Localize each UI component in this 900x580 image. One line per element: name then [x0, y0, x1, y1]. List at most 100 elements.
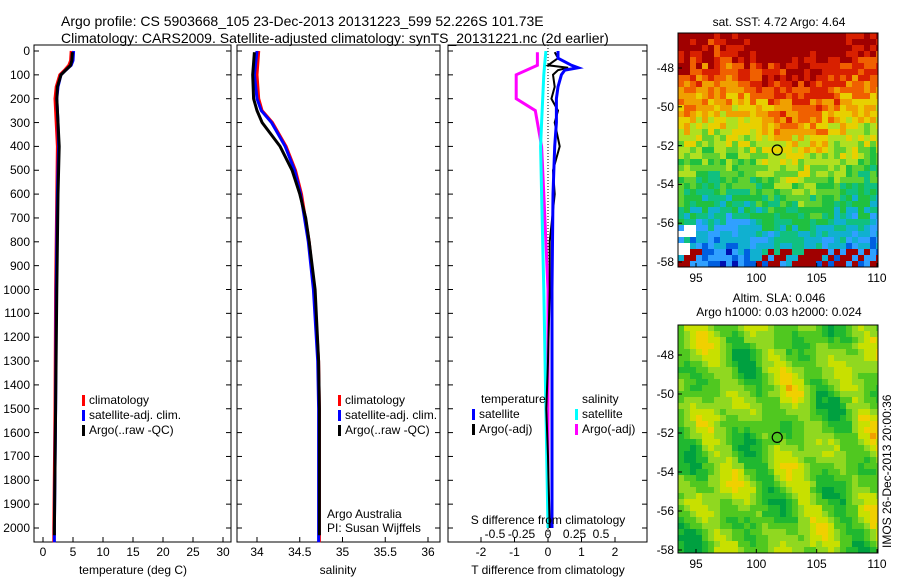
x-tick-label: 10 — [96, 545, 110, 559]
x-tick-label: 20 — [156, 545, 170, 559]
sal-line-2 — [251, 52, 321, 536]
sal-legend-item: satellite-adj. clim. — [345, 408, 438, 422]
y-tick-label: 800 — [9, 234, 30, 249]
argo-position-marker — [771, 431, 783, 444]
y-tick-label: 400 — [9, 139, 30, 154]
x-tick-label: 34.5 — [288, 545, 312, 559]
salinity-panel — [236, 44, 441, 543]
lat-tick-label: -48 — [656, 348, 674, 362]
argo-australia-label: Argo Australia — [327, 507, 402, 521]
s-diff-tick-label: 0.25 — [562, 527, 587, 541]
s-diff-tick-label: 0 — [544, 527, 552, 541]
sal-legend-item: climatology — [345, 393, 406, 407]
temperature-panel — [33, 44, 232, 543]
legend-swatch — [472, 409, 475, 420]
x-tick-label: 34 — [250, 545, 264, 559]
x-tick-label: 30 — [216, 545, 230, 559]
lat-tick-label: -58 — [656, 255, 674, 269]
temp-legend-item: climatology — [89, 393, 150, 407]
y-tick-label: 700 — [9, 210, 30, 225]
x-tick-label: 35.5 — [373, 545, 397, 559]
legend-swatch — [82, 395, 85, 406]
sst-map-title: sat. SST: 4.72 Argo: 4.64 — [712, 15, 846, 29]
lat-tick-label: -54 — [656, 177, 674, 192]
x-tick-label: -1 — [509, 545, 520, 559]
s-diff-tick-label: -0.5 — [484, 527, 506, 541]
temperature-axis-label: temperature (deg C) — [78, 563, 188, 577]
y-tick-label: 1700 — [3, 449, 30, 464]
y-tick-label: 100 — [9, 67, 30, 82]
tdiff-legend-item: Argo(-adj) — [479, 422, 533, 436]
sal-legend-title: salinity — [582, 392, 619, 406]
legend-swatch — [575, 424, 578, 435]
salinity-axis-label: salinity — [319, 563, 357, 577]
lat-tick-label: -52 — [656, 426, 674, 440]
x-tick-label: 2 — [611, 545, 619, 559]
y-tick-label: 1000 — [3, 282, 30, 297]
legend-swatch — [472, 424, 475, 435]
sdiff-legend-item: Argo(-adj) — [582, 422, 636, 436]
x-tick-label: 0 — [544, 545, 552, 559]
t-argo-diff-line — [545, 51, 569, 529]
lon-tick-label: 100 — [746, 557, 767, 571]
lat-tick-label: -54 — [656, 465, 674, 479]
lon-tick-label: 95 — [689, 557, 703, 571]
title-line-1: Argo profile: CS 5903668_105 23-Dec-2013… — [61, 13, 544, 29]
lat-tick-label: -52 — [656, 138, 674, 153]
s-argo-diff-line — [514, 52, 550, 528]
argo-steric-title: Argo h1000: 0.03 h2000: 0.024 — [696, 305, 862, 319]
sdiff-legend-item: satellite — [582, 407, 623, 421]
sla-map-cells — [678, 325, 878, 553]
legend-swatch — [575, 409, 578, 420]
pi-label: PI: Susan Wijffels — [327, 521, 421, 535]
y-tick-label: 600 — [9, 187, 30, 202]
y-tick-label: 500 — [9, 163, 30, 178]
y-tick-label: 0 — [23, 44, 30, 58]
x-tick-label: 35 — [335, 545, 350, 559]
legend-swatch — [338, 425, 341, 436]
legend-swatch — [338, 395, 341, 406]
lon-tick-label: 110 — [867, 271, 887, 285]
x-tick-label: 1 — [578, 545, 585, 559]
lon-tick-label: 110 — [867, 557, 887, 571]
y-tick-label: 1200 — [3, 330, 30, 345]
t-sat-diff-line — [550, 51, 584, 528]
lon-tick-label: 100 — [746, 271, 767, 285]
sst-map-frame — [677, 32, 879, 268]
temp-legend-title: temperature — [481, 392, 546, 406]
argo-position-marker — [771, 144, 783, 156]
temp-line-2 — [52, 52, 74, 536]
s-diff-tick-label: -0.25 — [507, 527, 536, 541]
y-tick-label: 200 — [9, 91, 30, 106]
lon-tick-label: 105 — [806, 271, 827, 285]
lat-tick-label: -56 — [656, 216, 674, 231]
sla-title: Altim. SLA: 0.046 — [732, 291, 826, 305]
lat-tick-label: -50 — [656, 387, 674, 401]
y-tick-label: 1600 — [3, 425, 30, 440]
x-tick-label: -2 — [475, 545, 487, 559]
x-tick-label: 0 — [39, 545, 47, 559]
y-tick-label: 900 — [9, 258, 30, 273]
x-tick-label: 15 — [126, 545, 140, 559]
y-tick-label: 1900 — [3, 497, 30, 512]
lat-tick-label: -50 — [656, 99, 674, 114]
sal-legend-item: Argo(..raw -QC) — [345, 423, 430, 437]
lat-tick-label: -58 — [656, 543, 674, 557]
title-line-2: Climatology: CARS2009. Satellite-adjuste… — [61, 30, 609, 46]
tdiff-legend-item: satellite — [479, 407, 520, 421]
lon-tick-label: 105 — [806, 557, 827, 571]
sla-map-frame — [677, 324, 879, 554]
sal-line-0 — [255, 50, 321, 543]
y-tick-label: 1800 — [3, 473, 30, 488]
s-difference-axis-label: S difference from climatology — [470, 513, 626, 527]
temp-legend-item: satellite-adj. clim. — [89, 408, 182, 422]
y-tick-label: 1300 — [3, 354, 30, 369]
y-tick-label: 300 — [9, 115, 30, 130]
y-tick-label: 2000 — [3, 521, 30, 535]
y-tick-label: 1400 — [3, 377, 30, 392]
x-tick-label: 36 — [421, 545, 435, 559]
legend-swatch — [338, 410, 341, 421]
s-diff-tick-label: 0.5 — [592, 527, 610, 541]
